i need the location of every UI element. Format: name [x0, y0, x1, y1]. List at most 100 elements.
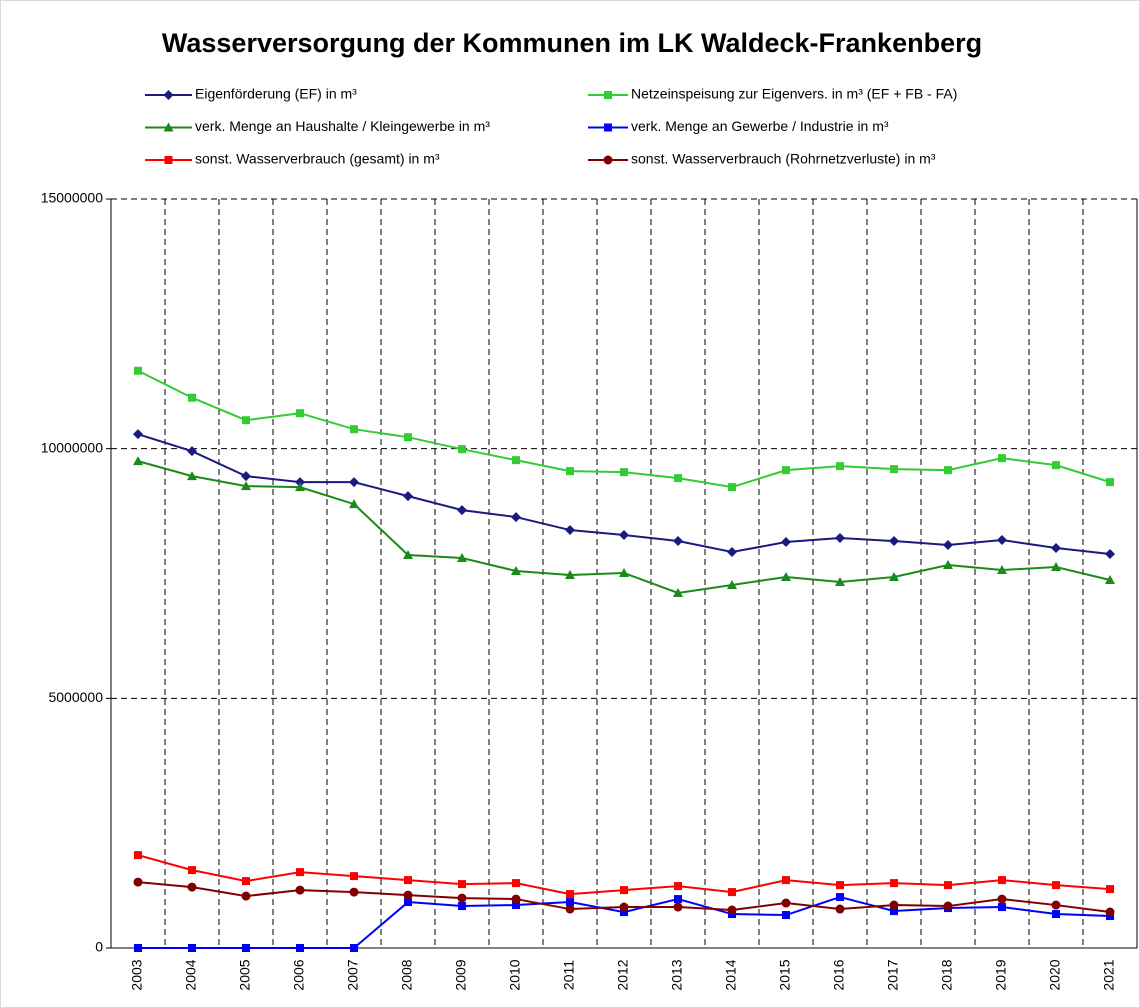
x-tick-label: 2016 — [831, 959, 847, 990]
data-point — [1105, 907, 1115, 917]
data-point — [404, 876, 412, 885]
data-point — [349, 477, 359, 488]
data-point — [350, 872, 358, 881]
x-tick-label: 2019 — [993, 959, 1009, 990]
x-tick-label: 2021 — [1101, 959, 1117, 990]
data-point — [1051, 543, 1061, 554]
data-point — [566, 898, 574, 907]
data-point — [997, 535, 1007, 546]
data-point — [1105, 549, 1115, 560]
data-point — [890, 465, 898, 474]
data-point — [781, 537, 791, 548]
data-point — [620, 908, 628, 917]
data-point — [242, 416, 250, 425]
data-point — [943, 560, 953, 570]
data-point — [1052, 461, 1060, 470]
data-point — [727, 905, 737, 915]
data-point — [458, 880, 466, 889]
legend-label: verk. Menge an Haushalte / Kleingewerbe … — [195, 118, 490, 134]
data-point — [781, 571, 791, 581]
data-point — [998, 876, 1006, 885]
data-point — [619, 568, 629, 578]
data-point — [836, 462, 844, 471]
data-point — [673, 587, 683, 597]
legend-marker — [164, 156, 173, 164]
data-point — [943, 540, 953, 551]
data-point — [997, 894, 1007, 904]
x-tick-label: 2017 — [885, 959, 901, 990]
data-point — [349, 887, 359, 897]
legend-label: verk. Menge an Gewerbe / Industrie in m³ — [631, 118, 889, 134]
data-point — [944, 881, 952, 890]
data-point — [457, 553, 467, 563]
data-point — [566, 467, 574, 476]
data-point — [403, 491, 413, 502]
data-point — [836, 881, 844, 890]
data-point — [134, 851, 142, 860]
x-tick-label: 2004 — [183, 959, 199, 990]
x-tick-label: 2014 — [723, 959, 739, 990]
data-point — [188, 393, 196, 402]
data-point — [674, 895, 682, 904]
data-point — [404, 433, 412, 442]
data-point — [1106, 478, 1114, 487]
legend-marker — [163, 122, 174, 132]
data-point — [1052, 910, 1060, 919]
data-point — [134, 944, 142, 952]
data-point — [512, 879, 520, 888]
data-point — [242, 944, 250, 952]
data-point — [619, 530, 629, 541]
data-point — [781, 898, 791, 908]
data-point — [511, 512, 521, 523]
x-tick-label: 2009 — [453, 959, 469, 990]
y-tick-label: 10000000 — [41, 439, 104, 455]
data-point — [241, 891, 251, 901]
data-point — [728, 888, 736, 897]
data-point — [997, 565, 1007, 575]
data-point — [889, 536, 899, 547]
data-point — [727, 579, 737, 589]
legend-marker — [604, 91, 612, 99]
data-point — [187, 446, 197, 457]
legend-marker — [604, 123, 612, 132]
x-tick-label: 2005 — [237, 959, 253, 990]
x-tick-label: 2010 — [507, 959, 523, 990]
data-point — [619, 902, 629, 912]
data-point — [241, 471, 251, 482]
x-tick-label: 2020 — [1047, 959, 1063, 990]
y-tick-label: 5000000 — [48, 689, 103, 705]
x-tick-label: 2008 — [399, 959, 415, 990]
data-point — [296, 944, 304, 952]
data-point — [782, 466, 790, 475]
data-point — [1051, 562, 1061, 572]
data-point — [565, 525, 575, 536]
data-point — [889, 571, 899, 581]
legend-label: sonst. Wasserverbrauch (gesamt) in m³ — [195, 151, 440, 167]
data-point — [890, 907, 898, 916]
legend-marker — [163, 90, 174, 100]
data-point — [512, 901, 520, 910]
legend-label: sonst. Wasserverbrauch (Rohrnetzverluste… — [631, 151, 936, 167]
data-point — [944, 466, 952, 475]
data-point — [457, 893, 467, 903]
data-point — [134, 366, 142, 375]
data-point — [835, 576, 845, 586]
data-point — [350, 425, 358, 434]
data-point — [350, 944, 358, 952]
data-point — [349, 499, 359, 509]
x-tick-label: 2011 — [561, 960, 577, 990]
data-point — [133, 456, 143, 466]
x-tick-label: 2006 — [291, 959, 307, 990]
data-point — [565, 904, 575, 914]
x-tick-label: 2007 — [345, 959, 361, 990]
data-point — [187, 471, 197, 481]
data-point — [835, 533, 845, 544]
data-point — [1105, 574, 1115, 584]
data-point — [188, 866, 196, 875]
data-point — [673, 536, 683, 547]
data-point — [188, 944, 196, 952]
data-point — [403, 550, 413, 560]
data-point — [1052, 881, 1060, 890]
